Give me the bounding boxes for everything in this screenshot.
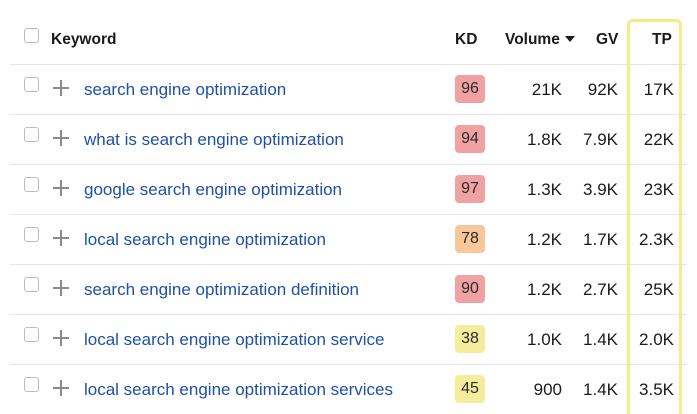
table-header: Keyword KD Volume GV TP [10,14,687,65]
tp-value: 2.3K [639,230,674,249]
gv-value: 1.7K [583,230,618,249]
table-row: what is search engine optimization 94 1.… [10,115,687,165]
table-row: local search engine optimization service… [10,315,687,365]
row-checkbox[interactable] [24,377,39,392]
table-row: search engine optimization definition 90… [10,265,687,315]
plus-icon[interactable] [53,330,69,346]
gv-value: 2.7K [583,280,618,299]
plus-icon[interactable] [53,380,69,396]
volume-value: 1.0K [527,330,562,349]
volume-value: 1.8K [527,130,562,149]
keyword-link[interactable]: what is search engine optimization [84,130,344,149]
gv-value: 1.4K [583,380,618,399]
gv-value: 92K [587,80,618,99]
column-header-gv[interactable]: GV [596,31,619,48]
plus-icon[interactable] [53,280,69,296]
tp-value: 22K [643,130,674,149]
volume-value: 1.3K [527,180,562,199]
volume-value: 21K [531,80,562,99]
kd-badge: 78 [455,225,485,253]
plus-icon[interactable] [53,80,69,96]
gv-value: 3.9K [583,180,618,199]
plus-icon[interactable] [53,130,69,146]
kd-badge: 90 [455,275,485,303]
plus-icon[interactable] [53,180,69,196]
volume-value: 1.2K [527,230,562,249]
column-header-kd[interactable]: KD [455,31,478,48]
row-checkbox[interactable] [24,177,39,192]
keyword-link[interactable]: search engine optimization [84,80,287,99]
volume-value: 1.2K [527,280,562,299]
table-row: local search engine optimization 78 1.2K… [10,215,687,265]
kd-badge: 96 [455,75,485,103]
column-header-tp[interactable]: TP [652,31,672,48]
kd-badge: 38 [455,325,485,353]
tp-value: 25K [643,280,674,299]
table-row: local search engine optimization service… [10,365,687,414]
row-checkbox[interactable] [24,127,39,142]
plus-icon[interactable] [53,230,69,246]
caret-down-icon [564,35,575,42]
tp-value: 3.5K [639,380,674,399]
column-header-volume[interactable]: Volume [505,14,575,66]
keyword-link[interactable]: local search engine optimization [84,230,326,249]
keyword-link[interactable]: google search engine optimization [84,180,343,199]
column-header-keyword[interactable]: Keyword [51,31,117,48]
row-checkbox[interactable] [24,227,39,242]
row-checkbox[interactable] [24,277,39,292]
tp-value: 23K [643,180,674,199]
gv-value: 7.9K [583,130,618,149]
table-row: google search engine optimization 97 1.3… [10,165,687,215]
column-header-volume-label: Volume [505,31,560,48]
kd-badge: 94 [455,125,485,153]
kd-badge: 97 [455,175,485,203]
kd-badge: 45 [455,375,485,403]
keyword-link[interactable]: local search engine optimization service [84,330,385,349]
volume-value: 900 [533,380,562,399]
keyword-link[interactable]: local search engine optimization service… [84,380,393,399]
row-checkbox[interactable] [24,327,39,342]
gv-value: 1.4K [583,330,618,349]
table-row: search engine optimization 96 21K 92K 17… [10,65,687,115]
select-all-checkbox[interactable] [24,28,39,43]
tp-value: 17K [643,80,674,99]
tp-value: 2.0K [639,330,674,349]
keyword-link[interactable]: search engine optimization definition [84,280,360,299]
row-checkbox[interactable] [24,77,39,92]
